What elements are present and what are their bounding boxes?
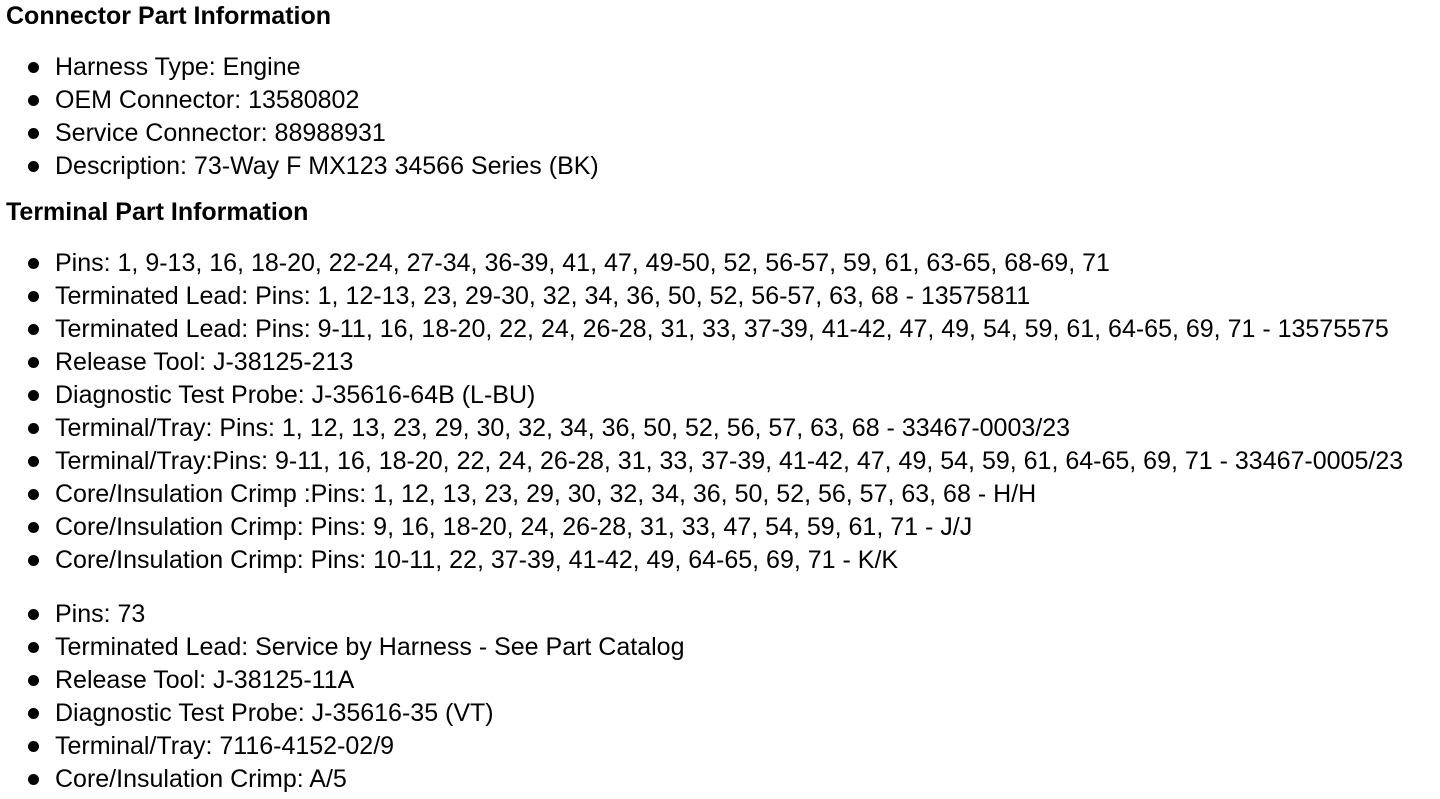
list-item-text: Diagnostic Test Probe: J-35616-35 (VT) [55,699,494,727]
list-item: Terminated Lead: Pins: 9-11, 16, 18-20, … [6,313,1434,346]
list-item: Terminal/Tray: Pins: 1, 12, 13, 23, 29, … [6,412,1434,445]
list-item: Core/Insulation Crimp :Pins: 1, 12, 13, … [6,478,1434,511]
list-item: Release Tool: J-38125-11A [6,664,1434,697]
bullet-icon [28,642,39,653]
list-item-text: Pins: 73 [55,600,146,628]
bullet-list: Pins: 1, 9-13, 16, 18-20, 22-24, 27-34, … [6,247,1434,577]
list-item-text: Core/Insulation Crimp :Pins: 1, 12, 13, … [55,480,1037,508]
bullet-icon [28,675,39,686]
bullet-icon [28,62,39,73]
list-item: Pins: 73 [6,598,1434,631]
list-item-text: Release Tool: J-38125-11A [55,666,355,694]
list-item-text: Core/Insulation Crimp: A/5 [55,765,347,793]
section-heading: Connector Part Information [6,2,332,30]
bullet-list: Harness Type: Engine OEM Connector: 13580… [6,51,1434,183]
list-item-text: Release Tool: J-38125-213 [55,348,354,376]
list-item-text: Terminated Lead: Service by Harness - Se… [55,633,685,661]
list-item-text: Description: 73-Way F MX123 34566 Series… [55,152,599,180]
list-item: Pins: 1, 9-13, 16, 18-20, 22-24, 27-34, … [6,247,1434,280]
list-item: Core/Insulation Crimp: Pins: 10-11, 22, … [6,544,1434,577]
bullet-icon [28,128,39,139]
list-item-text: Terminated Lead: Pins: 1, 12-13, 23, 29-… [55,282,1031,310]
bullet-icon [28,522,39,533]
list-item-text: Terminal/Tray:Pins: 9-11, 16, 18-20, 22,… [55,447,1404,475]
list-item-text: Service Connector: 88988931 [55,119,386,147]
bullet-icon [28,423,39,434]
list-item: Terminated Lead: Service by Harness - Se… [6,631,1434,664]
list-item-text: Core/Insulation Crimp: Pins: 10-11, 22, … [55,546,899,574]
list-item-text: Pins: 1, 9-13, 16, 18-20, 22-24, 27-34, … [55,249,1110,277]
list-item: Diagnostic Test Probe: J-35616-64B (L-BU… [6,379,1434,412]
bullet-icon [28,489,39,500]
bullet-icon [28,324,39,335]
bullet-icon [28,390,39,401]
list-item: Description: 73-Way F MX123 34566 Series… [6,150,1434,183]
list-item: Terminal/Tray: 7116-4152-02/9 [6,730,1434,763]
bullet-icon [28,609,39,620]
list-item: Core/Insulation Crimp: A/5 [6,763,1434,796]
list-item-text: Harness Type: Engine [55,53,301,81]
bullet-icon [28,258,39,269]
list-item-text: Core/Insulation Crimp: Pins: 9, 16, 18-2… [55,513,973,541]
list-item-text: Diagnostic Test Probe: J-35616-64B (L-BU… [55,381,536,409]
list-item: Harness Type: Engine [6,51,1434,84]
bullet-icon [28,357,39,368]
list-item-text: Terminated Lead: Pins: 9-11, 16, 18-20, … [55,315,1389,343]
bullet-icon [28,95,39,106]
bullet-icon [28,456,39,467]
section: Connector Part Information Harness Type: … [6,3,1434,183]
list-item-text: Terminal/Tray: 7116-4152-02/9 [55,732,395,760]
bullet-list: Pins: 73 Terminated Lead: Service by Harn… [6,598,1434,796]
bullet-icon [28,291,39,302]
list-item: Diagnostic Test Probe: J-35616-35 (VT) [6,697,1434,730]
list-item: Release Tool: J-38125-213 [6,346,1434,379]
bullet-icon [28,161,39,172]
bullet-icon [28,555,39,566]
list-item: Terminal/Tray:Pins: 9-11, 16, 18-20, 22,… [6,445,1434,478]
bullet-icon [28,741,39,752]
list-item-text: OEM Connector: 13580802 [55,86,360,114]
section: Terminal Part Information Pins: 1, 9-13, … [6,199,1434,796]
list-item: Service Connector: 88988931 [6,117,1434,150]
list-item: OEM Connector: 13580802 [6,84,1434,117]
section-heading: Terminal Part Information [6,198,309,226]
bullet-icon [28,774,39,785]
list-item: Core/Insulation Crimp: Pins: 9, 16, 18-2… [6,511,1434,544]
list-item-text: Terminal/Tray: Pins: 1, 12, 13, 23, 29, … [55,414,1071,442]
bullet-icon [28,708,39,719]
list-item: Terminated Lead: Pins: 1, 12-13, 23, 29-… [6,280,1434,313]
